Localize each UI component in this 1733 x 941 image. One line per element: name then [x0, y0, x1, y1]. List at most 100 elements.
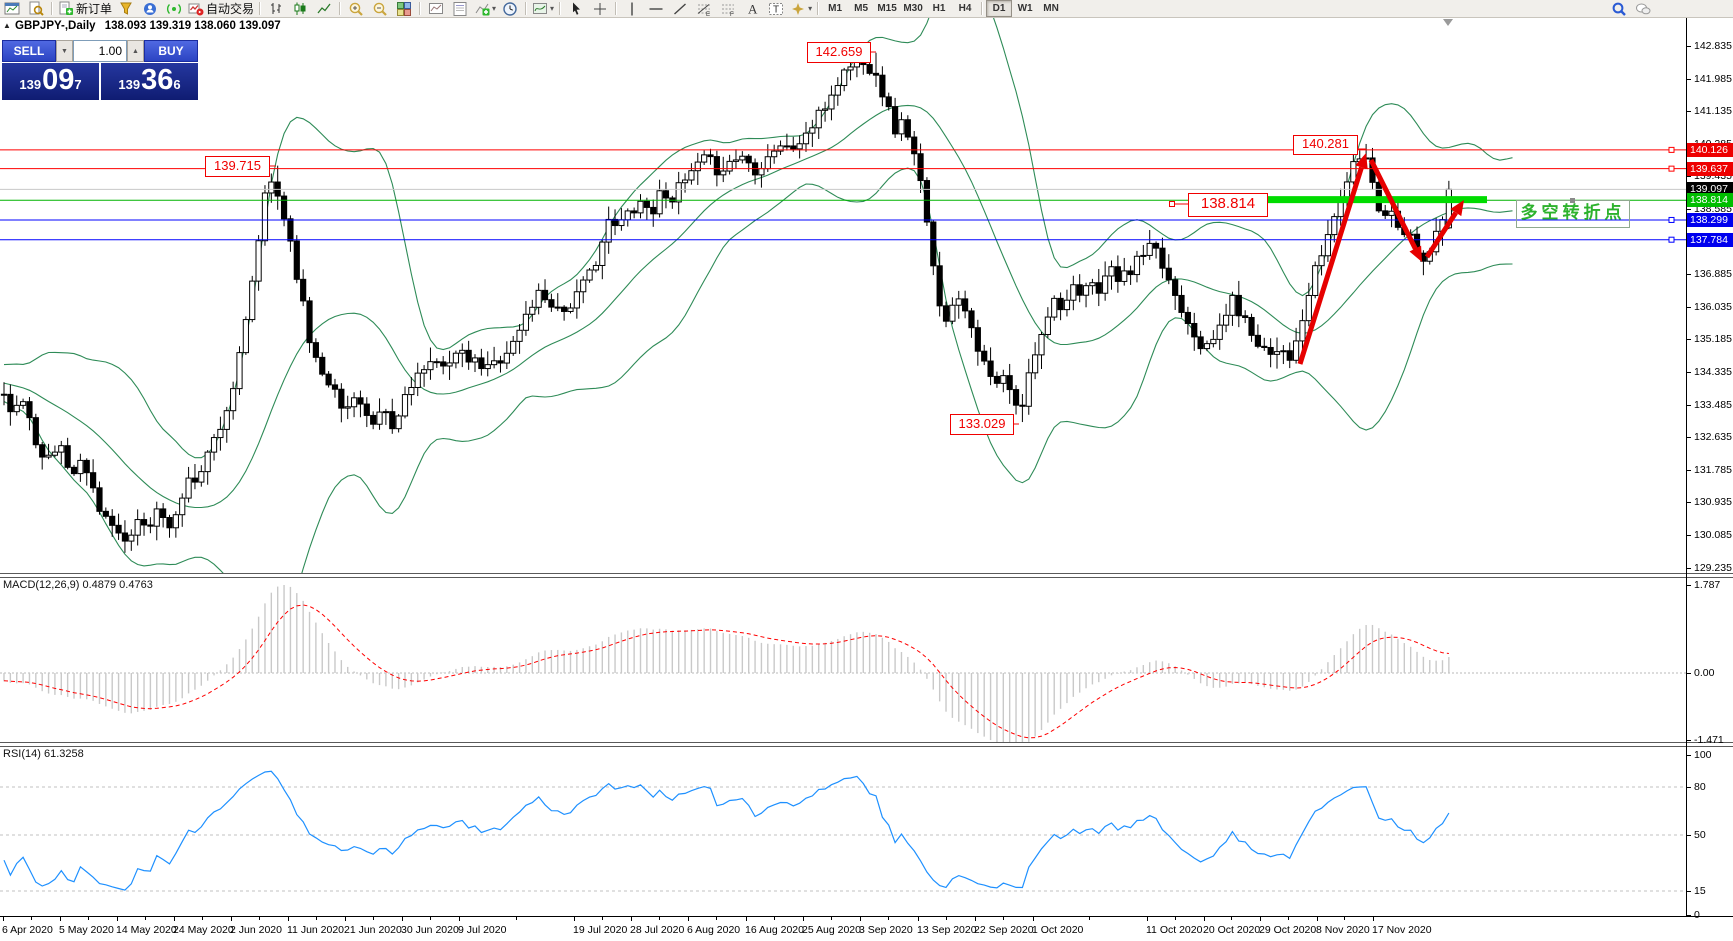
date-label: 14 May 2020 [116, 924, 177, 936]
chart-symbol: GBPJPY-,Daily [15, 20, 96, 32]
price-callout-140.281[interactable]: 140.281 [1293, 135, 1358, 155]
line-chart-icon[interactable] [312, 1, 336, 17]
tile-windows-icon[interactable] [392, 1, 416, 17]
line-handle[interactable] [1668, 236, 1675, 243]
price-callout-138.814[interactable]: 138.814 [1188, 193, 1268, 217]
tf-button-M15[interactable]: M15 [877, 3, 897, 14]
chart-ohlc-values: 138.093 139.319 138.060 139.097 [104, 20, 281, 32]
crosshair-icon[interactable] [588, 1, 612, 17]
chart-window-icon[interactable] [0, 1, 24, 17]
tf-button-MN[interactable]: MN [1043, 3, 1059, 14]
date-label: 5 May 2020 [59, 924, 114, 936]
sell-button[interactable]: SELL [2, 40, 56, 62]
clock-icon[interactable] [498, 1, 522, 17]
rsi-pane-divider[interactable] [0, 742, 1733, 747]
zoom-in-icon[interactable] [344, 1, 368, 17]
volume-up-button[interactable]: ▲ [127, 40, 144, 62]
rsi-tick [1687, 835, 1691, 836]
community-icon[interactable] [138, 1, 162, 17]
profiles-icon[interactable] [424, 1, 448, 17]
trend-arrows[interactable] [1297, 153, 1464, 365]
price-tick-label: 136.885 [1694, 268, 1732, 281]
templates-icon[interactable]: ▾ [530, 1, 556, 17]
price-tick [1687, 208, 1691, 210]
toolbar-separator [259, 2, 262, 15]
preview-icon[interactable] [24, 1, 48, 17]
date-tick [1204, 917, 1205, 921]
text-icon[interactable]: A [740, 1, 764, 17]
price-tick [1687, 437, 1691, 439]
chart-bottom-frame [0, 916, 1733, 917]
bar-chart-icon[interactable] [264, 1, 288, 17]
add-indicator-icon[interactable]: ▾ [472, 1, 498, 17]
note-text-object[interactable]: 多空转折点 [1516, 200, 1630, 228]
date-tick [746, 917, 747, 921]
rsi-tick [1687, 891, 1691, 892]
price-axis[interactable]: 142.835141.985141.135140.285139.435138.5… [1687, 0, 1733, 941]
date-axis[interactable]: 6 Apr 2020 5 May 2020 14 May 2020 24 May 20… [0, 917, 1686, 941]
channel-icon[interactable]: F [716, 1, 740, 17]
line-handle[interactable] [1668, 165, 1675, 172]
tf-button-W1[interactable]: W1 [1017, 3, 1033, 14]
hline-icon[interactable] [644, 1, 668, 17]
volume-down-button[interactable]: ▼ [56, 40, 73, 62]
rsi-pane-canvas[interactable] [0, 745, 1686, 916]
trendline-icon[interactable] [668, 1, 692, 17]
tf-button-H4[interactable]: H4 [958, 3, 972, 14]
price-tick-label: 133.485 [1694, 398, 1732, 411]
price-tick [1687, 469, 1691, 471]
cursor-icon[interactable] [564, 1, 588, 17]
chevron-down-icon[interactable]: ▾ [550, 3, 555, 13]
sell-price-display[interactable]: 139 09 7 [2, 63, 99, 100]
chevron-down-icon[interactable]: ▾ [492, 3, 497, 13]
buy-button[interactable]: BUY [144, 40, 198, 62]
chat-icon[interactable] [1631, 1, 1655, 17]
line-handle[interactable] [1668, 216, 1675, 223]
shapes-icon[interactable]: ▾ [788, 1, 814, 17]
textlabel-icon[interactable]: T [764, 1, 788, 17]
buy-price-display[interactable]: 139 36 6 [101, 63, 198, 100]
autotrading-icon[interactable]: 自动交易 [186, 1, 256, 17]
macd-pane-canvas[interactable] [0, 576, 1686, 742]
macd-pane-divider[interactable] [0, 573, 1733, 578]
date-tick [288, 917, 289, 921]
macd-signal-line [3, 604, 1449, 739]
tf-button-D1[interactable]: D1 [986, 0, 1013, 17]
signals-icon[interactable] [162, 1, 186, 17]
volume-input[interactable] [73, 40, 127, 62]
tf-button-M5[interactable]: M5 [854, 3, 869, 14]
date-tick [60, 917, 61, 921]
tf-button-M30[interactable]: M30 [903, 3, 923, 14]
date-tick [1033, 917, 1034, 921]
main-chart-canvas[interactable] [0, 17, 1686, 573]
vline-icon[interactable] [620, 1, 644, 17]
date-tick [574, 917, 575, 921]
line-handle[interactable] [1668, 146, 1675, 153]
date-tick [231, 917, 232, 921]
date-minor-tick [1287, 917, 1289, 920]
price-callout-139.715[interactable]: 139.715 [205, 156, 270, 177]
tf-button-H1[interactable]: H1 [932, 3, 946, 14]
new-order-icon[interactable]: 新订单 [56, 1, 114, 17]
price-tick-label: 142.835 [1694, 40, 1732, 52]
price-badge-138.814: 138.814 [1687, 193, 1733, 208]
macd-tick-label: -1.471 [1694, 734, 1724, 746]
rsi-indicator-label: RSI(14) 61.3258 [3, 748, 84, 760]
date-label: 9 Jul 2020 [458, 924, 507, 936]
zoom-out-icon[interactable] [368, 1, 392, 17]
date-tick [803, 917, 804, 921]
panel-collapse-icon[interactable]: ▲ [3, 21, 11, 30]
note-selection-handle[interactable] [1570, 198, 1575, 203]
price-callout-133.029[interactable]: 133.029 [950, 414, 1014, 435]
styler-icon[interactable] [114, 1, 138, 17]
tf-button-M1[interactable]: M1 [828, 3, 843, 14]
price-callout-142.659[interactable]: 142.659 [807, 42, 871, 63]
toolbar-separator [817, 2, 820, 15]
search-icon[interactable] [1607, 1, 1631, 17]
data-window-icon[interactable] [448, 1, 472, 17]
chart-shift-marker-icon[interactable] [1443, 19, 1453, 26]
candlestick-icon[interactable] [288, 1, 312, 17]
fibo-icon[interactable]: E [692, 1, 716, 17]
chevron-down-icon[interactable]: ▾ [808, 3, 813, 13]
